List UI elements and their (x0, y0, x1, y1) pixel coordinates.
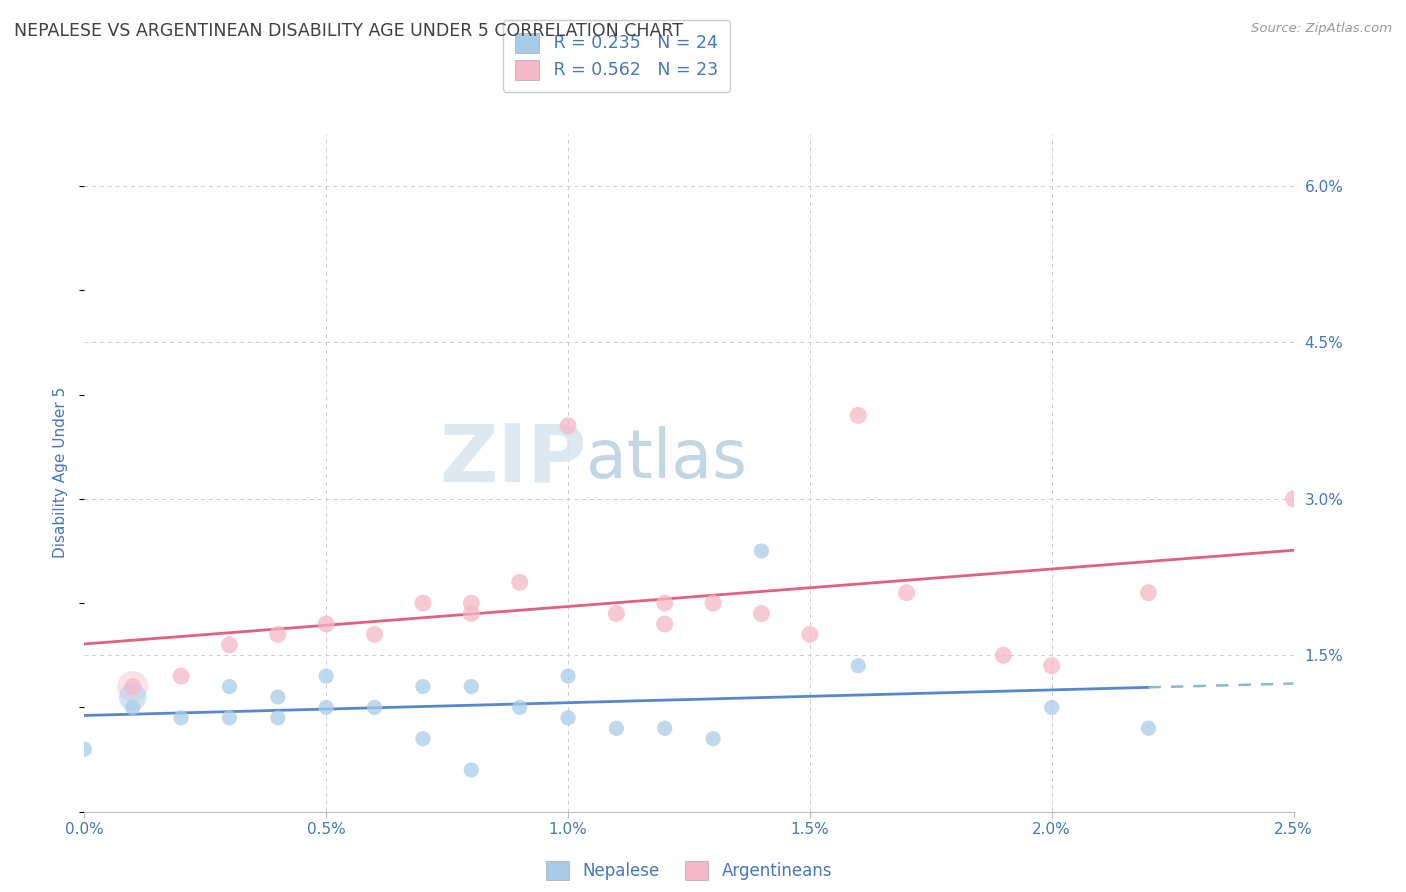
Text: NEPALESE VS ARGENTINEAN DISABILITY AGE UNDER 5 CORRELATION CHART: NEPALESE VS ARGENTINEAN DISABILITY AGE U… (14, 22, 683, 40)
Point (121, 690, 143, 704)
Argentineans (846, 409, 869, 423)
Nepalese (460, 680, 482, 694)
Nepalese (218, 680, 240, 694)
Argentineans (654, 596, 676, 610)
Nepalese (1137, 721, 1160, 735)
Argentineans (654, 617, 676, 632)
Nepalese (412, 731, 434, 746)
Nepalese (412, 680, 434, 694)
Nepalese (121, 700, 143, 714)
Argentineans (315, 617, 337, 632)
Y-axis label: Disability Age Under 5: Disability Age Under 5 (53, 387, 69, 558)
Argentineans (702, 596, 724, 610)
Text: ZIP: ZIP (439, 420, 586, 499)
Argentineans (557, 418, 579, 433)
Argentineans (460, 596, 482, 610)
Nepalese (557, 711, 579, 725)
Nepalese (605, 721, 627, 735)
Nepalese (751, 544, 773, 558)
Argentineans (363, 627, 385, 641)
Nepalese (315, 669, 337, 683)
Argentineans (170, 669, 193, 683)
Nepalese (702, 731, 724, 746)
Nepalese (315, 700, 337, 714)
Argentineans (993, 648, 1015, 663)
Nepalese (363, 700, 385, 714)
Argentineans (509, 575, 531, 590)
Nepalese (218, 711, 240, 725)
Nepalese (654, 721, 676, 735)
Nepalese (267, 690, 290, 704)
Nepalese (460, 763, 482, 777)
Nepalese (557, 669, 579, 683)
Nepalese (170, 711, 193, 725)
Nepalese (509, 700, 531, 714)
Argentineans (460, 607, 482, 621)
Argentineans (1282, 491, 1305, 506)
Nepalese (846, 658, 869, 673)
Argentineans (605, 607, 627, 621)
Argentineans (896, 585, 918, 599)
Nepalese (267, 711, 290, 725)
Argentineans (799, 627, 821, 641)
Argentineans (267, 627, 290, 641)
Argentineans (412, 596, 434, 610)
Argentineans (218, 638, 240, 652)
Argentineans (121, 680, 143, 694)
Argentineans (1040, 658, 1063, 673)
Legend: Nepalese, Argentineans: Nepalese, Argentineans (534, 849, 844, 891)
Argentineans (1137, 585, 1160, 599)
Argentineans (751, 607, 773, 621)
Nepalese (73, 742, 96, 756)
Nepalese (1040, 700, 1063, 714)
Text: Source: ZipAtlas.com: Source: ZipAtlas.com (1251, 22, 1392, 36)
Point (121, 680, 143, 694)
Text: atlas: atlas (586, 426, 747, 492)
